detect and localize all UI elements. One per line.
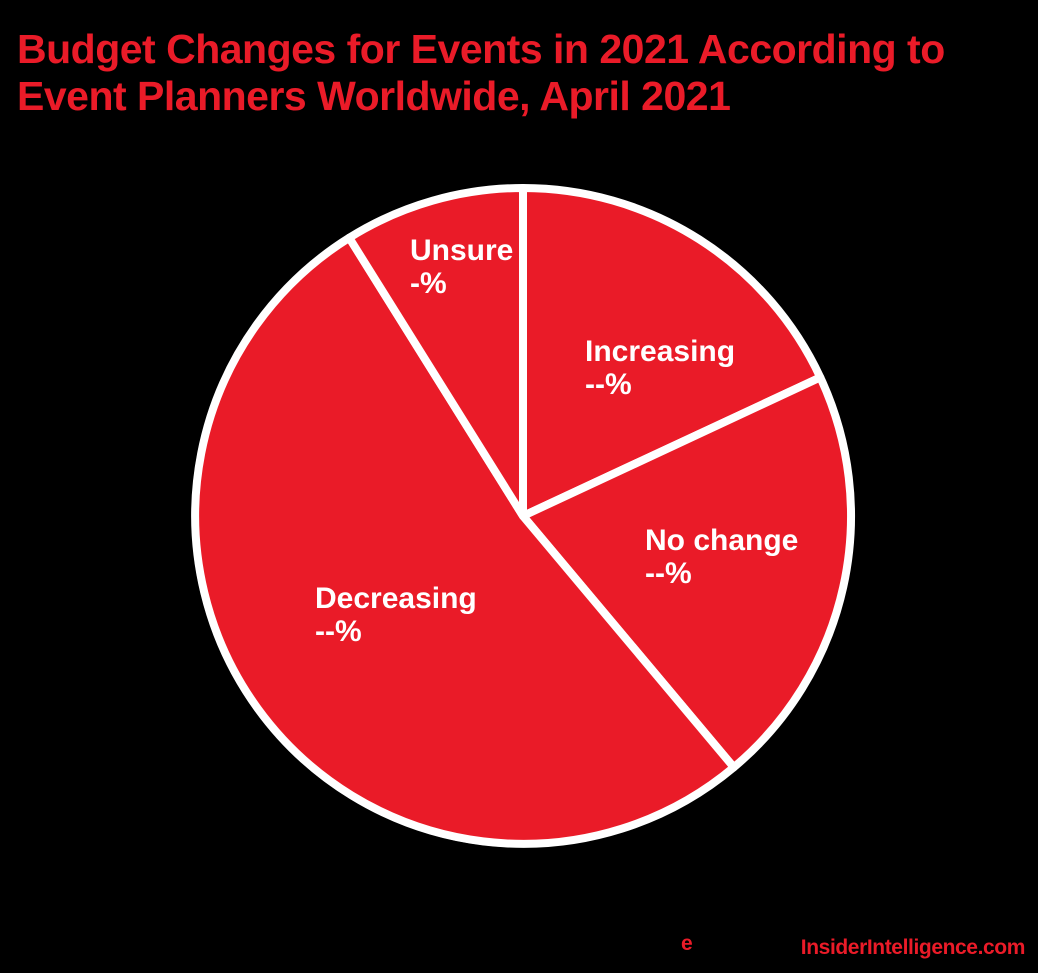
pie-label-decreasing: Decreasing --% [315,582,477,648]
pie-label-increasing: Increasing --% [585,335,735,401]
insider-intelligence-link: InsiderIntelligence.com [800,936,1026,959]
emarketer-logo-e: e [681,932,693,955]
chart-title-line-1: Budget Changes for Events in 2021 Accord… [17,26,945,72]
pie-label-unsure: Unsure -% [410,234,513,300]
pie-outer-rim [191,184,855,848]
chart-title-line-2: Event Planners Worldwide, April 2021 [17,73,731,119]
chart-title: Budget Changes for Events in 2021 Accord… [17,26,945,120]
pie-label-no-change: No change --% [645,524,798,590]
